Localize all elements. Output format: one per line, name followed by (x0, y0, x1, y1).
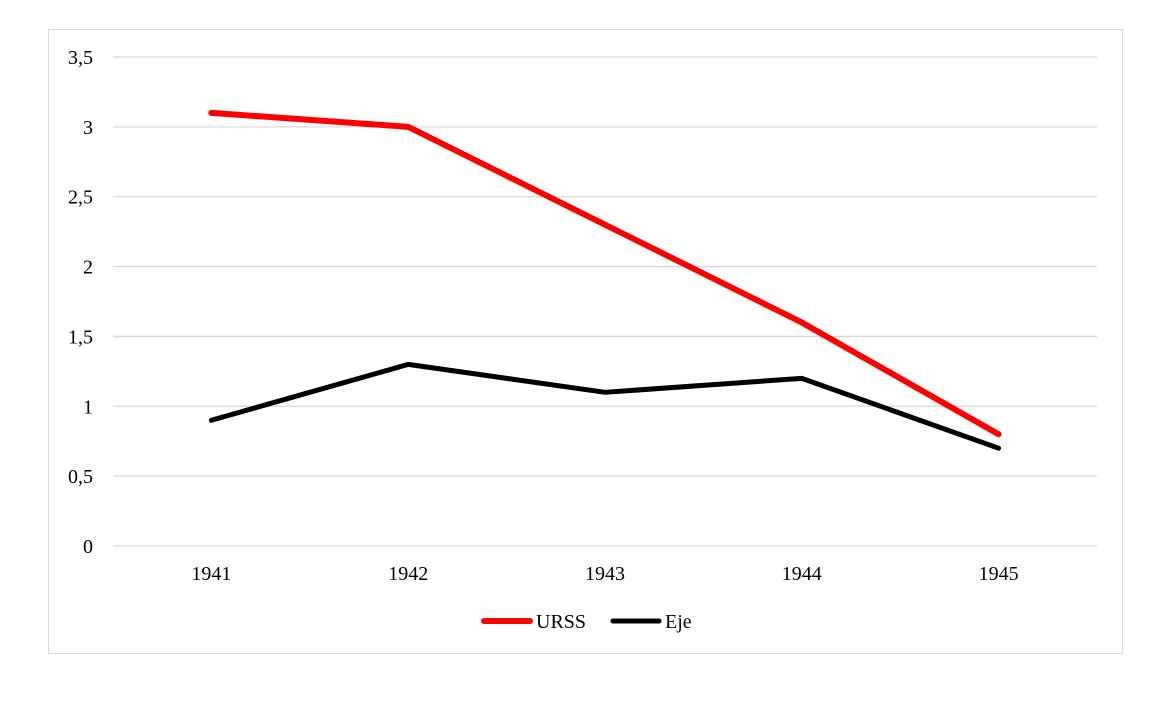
y-axis-ticks: 0 0,5 1 1,5 2 2,5 3 3,5 (68, 47, 93, 558)
y-tick-label: 0 (83, 536, 93, 558)
series-line-eje (208, 361, 1002, 451)
y-tick-label: 1,5 (68, 326, 93, 348)
x-tick-label: 1943 (585, 563, 625, 585)
y-tick-label: 2 (83, 257, 93, 279)
legend-label-eje: Eje (665, 611, 692, 633)
legend: URSS Eje (481, 611, 692, 633)
series-lines (208, 109, 1002, 451)
chart-area (48, 29, 1123, 654)
x-tick-label: 1941 (191, 563, 231, 585)
legend-label-urss: URSS (536, 611, 586, 633)
y-tick-label: 3,5 (68, 47, 93, 69)
x-tick-label: 1944 (782, 563, 822, 585)
y-tick-label: 1 (83, 396, 93, 418)
x-tick-label: 1945 (979, 563, 1019, 585)
y-tick-label: 0,5 (68, 466, 93, 488)
x-axis-ticks: 1941 1942 1943 1944 1945 (191, 563, 1018, 585)
series-line-urss (208, 109, 1002, 438)
y-tick-label: 3 (83, 117, 93, 139)
x-tick-label: 1942 (388, 563, 428, 585)
y-tick-label: 2,5 (68, 187, 93, 209)
gridlines (113, 56, 1097, 547)
